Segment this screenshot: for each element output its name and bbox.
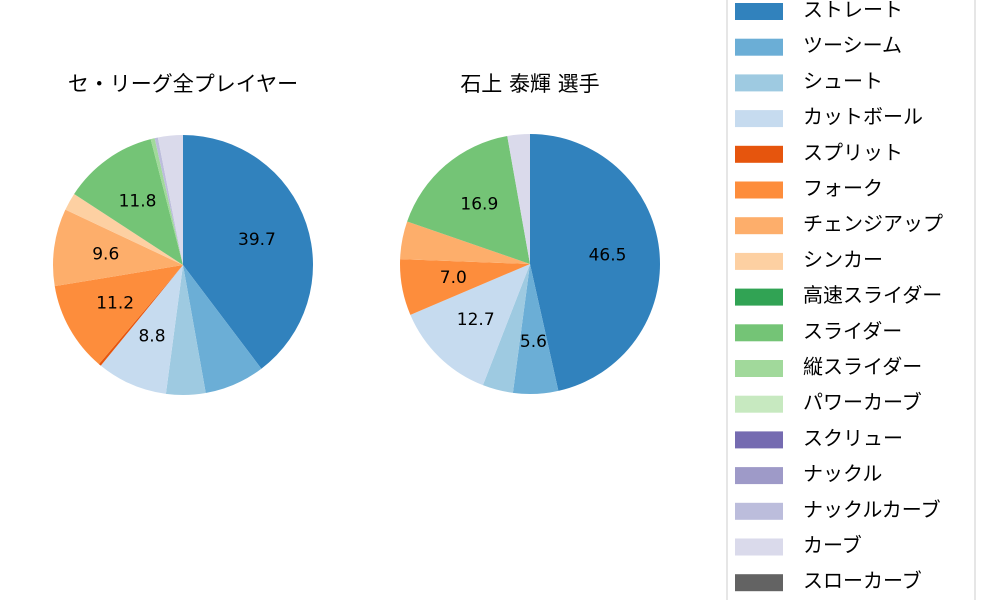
legend-swatch <box>735 431 783 449</box>
legend-label: シンカー <box>803 247 883 271</box>
legend-swatch <box>735 3 783 20</box>
legend-label: スローカーブ <box>803 569 922 593</box>
legend-swatch <box>735 252 783 270</box>
legend-label: スライダー <box>803 319 902 343</box>
legend-swatch <box>735 181 783 199</box>
pie-slice <box>407 136 530 264</box>
legend-swatch <box>735 288 783 306</box>
legend-label: チェンジアップ <box>803 212 943 236</box>
chart-title: セ・リーグ全プレイヤー <box>68 72 298 96</box>
legend-swatch <box>735 574 783 592</box>
legend-swatch <box>735 467 783 485</box>
pie-slice <box>154 137 183 265</box>
legend-swatch <box>735 217 783 235</box>
legend-label: 縦スライダー <box>803 355 922 379</box>
legend-swatch <box>735 360 783 377</box>
legend-label: 高速スライダー <box>803 283 942 307</box>
pie-slice <box>54 265 183 365</box>
pie-slice <box>165 265 206 396</box>
legend-label: フォーク <box>803 176 883 200</box>
legend-swatch <box>735 538 783 556</box>
slice-label: 7.0 <box>440 268 467 288</box>
legend-label: ナックル <box>803 462 882 486</box>
legend-swatch <box>735 110 783 128</box>
slice-label: 39.7 <box>238 230 276 250</box>
legend-swatch <box>735 74 783 92</box>
legend-swatch <box>735 324 783 342</box>
pie-slice <box>65 193 183 265</box>
legend-label: シュート <box>803 69 883 93</box>
legend-label: スクリュー <box>803 426 903 450</box>
legend-swatch <box>735 145 783 163</box>
legend-label: ナックルカーブ <box>803 497 941 521</box>
legend-swatch <box>735 38 783 56</box>
pie-slice <box>150 138 183 265</box>
slice-label: 11.8 <box>119 192 157 212</box>
slice-label: 11.2 <box>96 293 134 313</box>
pie-slice <box>183 135 313 369</box>
pie-slice <box>98 265 183 366</box>
pie-slice <box>183 265 262 393</box>
pie-slice <box>400 259 530 315</box>
legend-label: パワーカーブ <box>803 390 922 414</box>
slice-label: 8.8 <box>138 327 165 347</box>
legend-swatch <box>735 395 783 413</box>
pie-slice <box>100 265 183 394</box>
legend-swatch <box>735 502 783 520</box>
pie-slice <box>400 221 530 264</box>
legend-label: カーブ <box>803 533 862 557</box>
legend-label: カットボール <box>803 105 923 129</box>
legend: ストレートツーシームシュートカットボールスプリットフォークチェンジアップシンカー… <box>726 0 976 604</box>
slice-label: 12.7 <box>457 310 495 330</box>
pie-slice <box>53 209 184 287</box>
slice-label: 9.6 <box>92 244 119 264</box>
pie-slice <box>530 134 660 391</box>
legend-label: ツーシーム <box>803 33 902 57</box>
chart-title: 石上 泰輝 選手 <box>460 72 599 96</box>
pie-slice <box>74 139 183 265</box>
slice-label: 5.6 <box>520 332 547 352</box>
pie-slice <box>157 135 183 265</box>
pie-slice <box>512 264 559 394</box>
pie-slice <box>482 264 530 393</box>
slice-label: 16.9 <box>460 195 498 215</box>
legend-frame <box>726 0 976 604</box>
pie-slice <box>410 264 530 386</box>
slice-label: 46.5 <box>589 245 627 265</box>
legend-label: スプリット <box>803 140 903 164</box>
legend-label: ストレート <box>803 0 903 22</box>
pie-slice <box>507 134 530 264</box>
